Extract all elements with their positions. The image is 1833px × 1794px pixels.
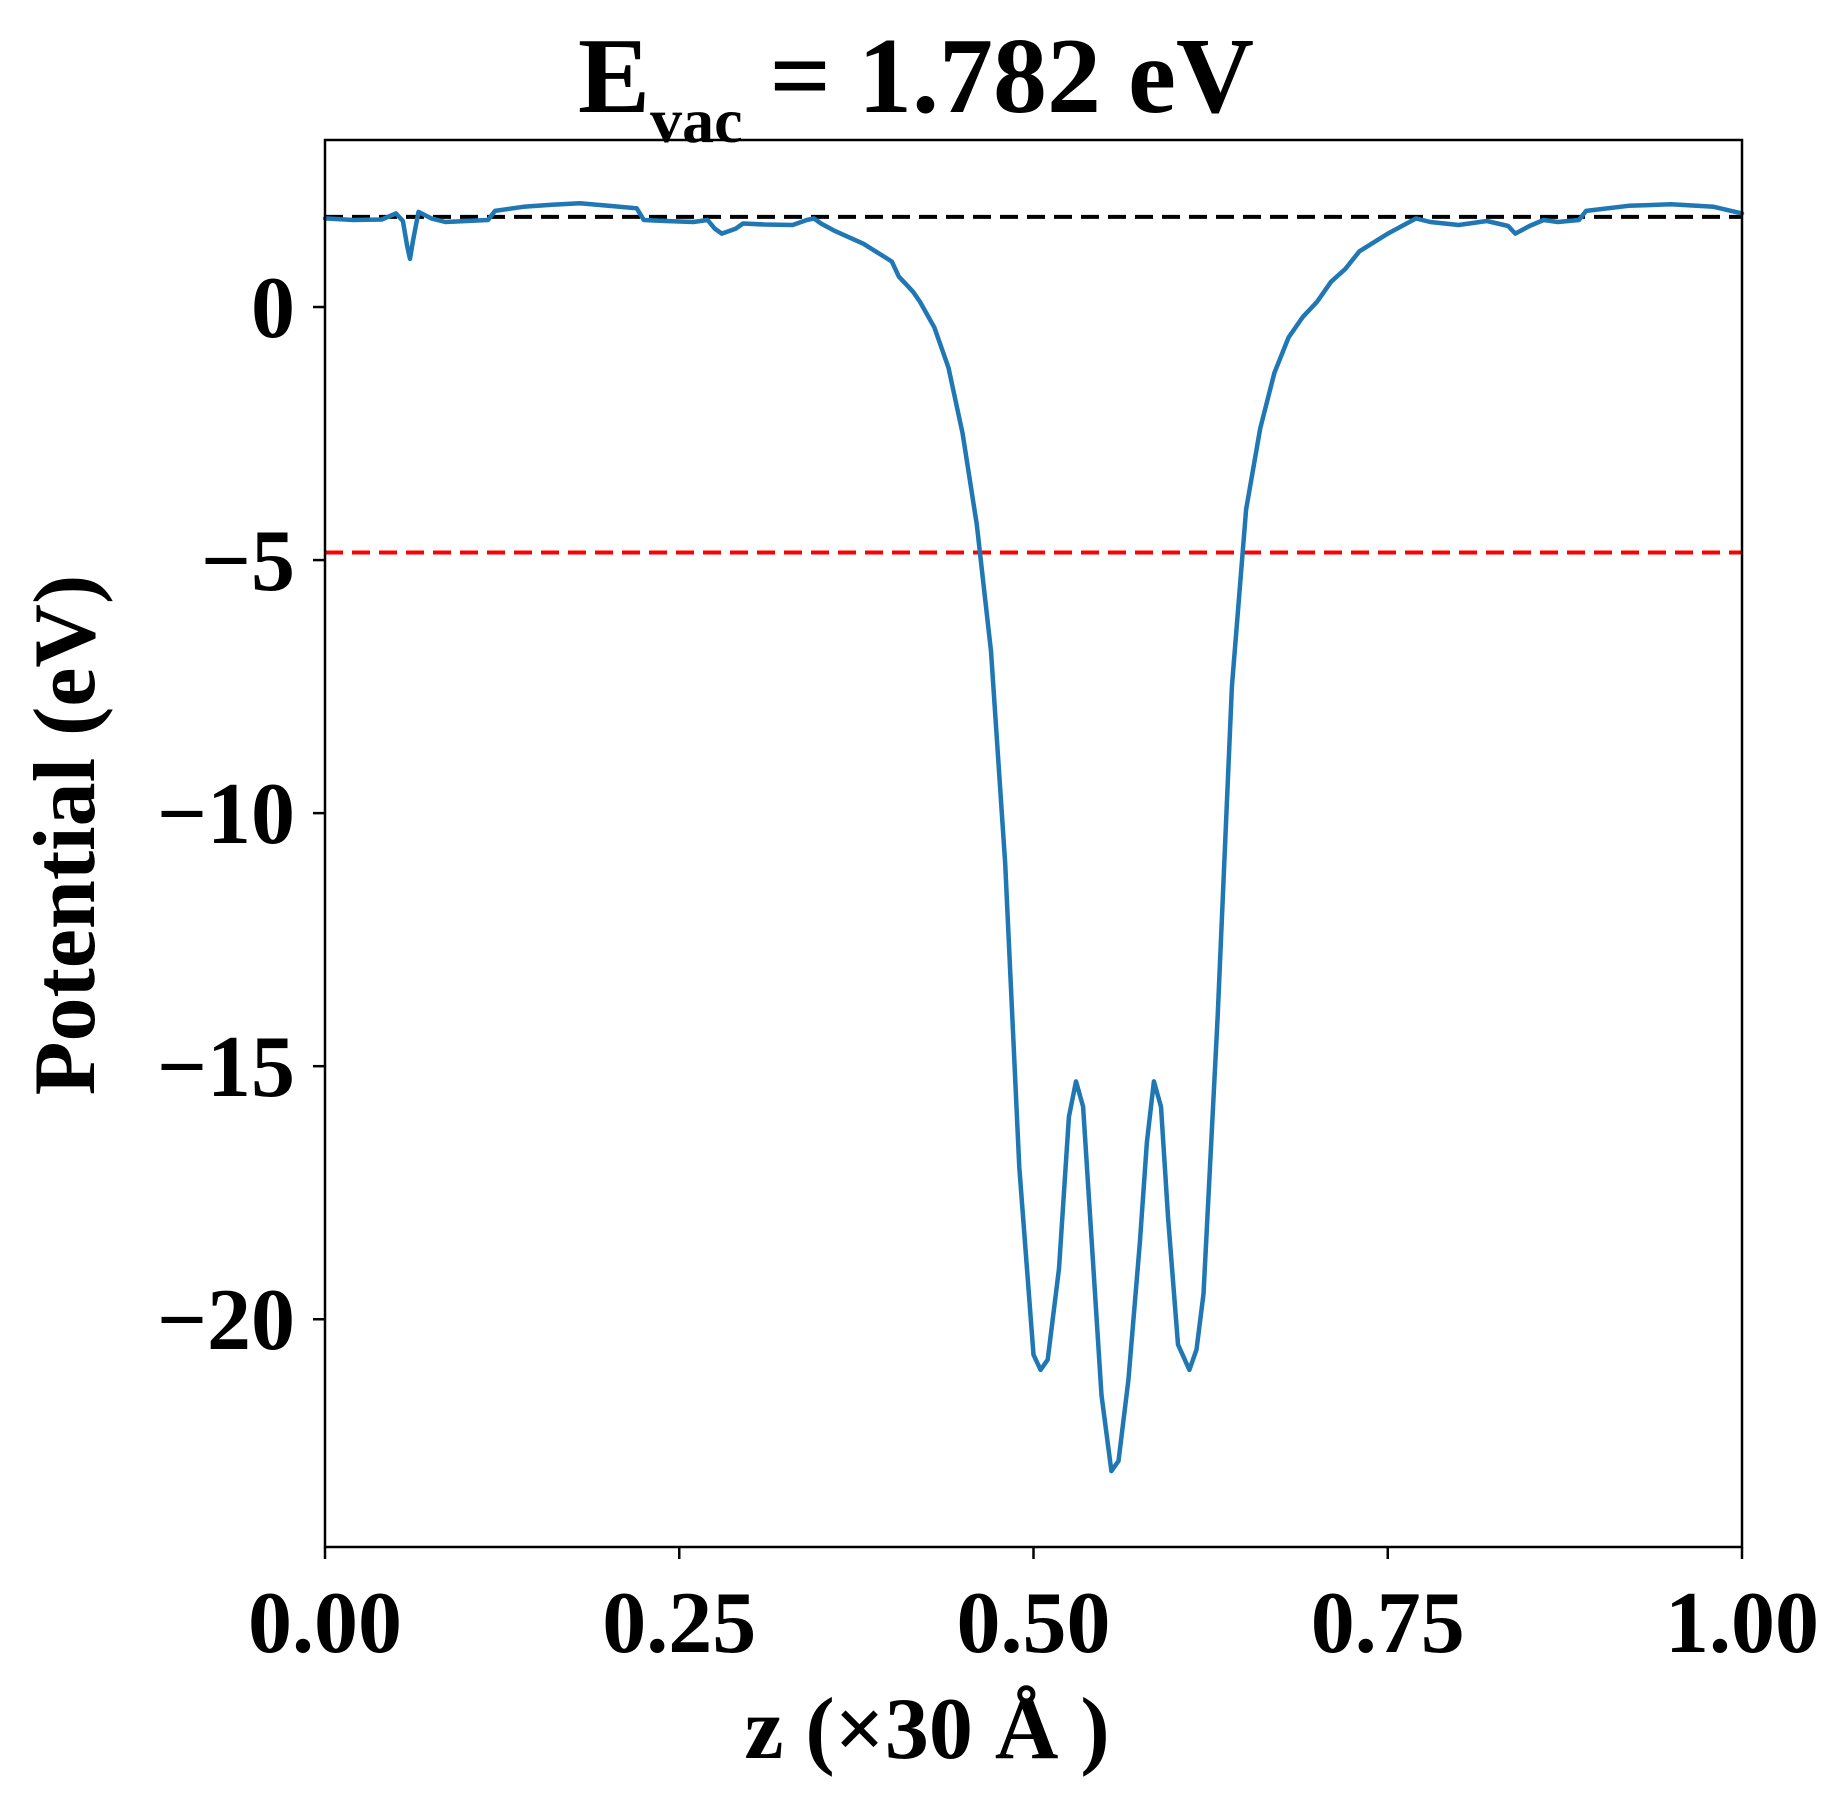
x-tick-label: 0.75 (1311, 1575, 1465, 1672)
x-tick-label: 1.00 (1665, 1575, 1819, 1672)
plot-area: 0.00 0.25 0.50 0.75 1.00 0 −5 −10 −15 −20 (157, 138, 1819, 1672)
y-tick-label: 0 (251, 260, 295, 357)
y-tick-label: −5 (201, 513, 295, 610)
chart-title-subscript: vac (650, 85, 742, 156)
x-tick-label: 0.50 (957, 1575, 1111, 1672)
y-tick-label: −15 (157, 1019, 295, 1116)
chart-title: Evac = 1.782 eV (578, 17, 1254, 156)
chart-title-prefix: E (578, 17, 650, 136)
x-axis-label: z (×30 Å ) (744, 1681, 1109, 1778)
series-line-0 (322, 201, 1745, 1474)
y-axis-label: Potential (eV) (17, 575, 114, 1095)
x-tick-label: 0.25 (602, 1575, 756, 1672)
x-tick-label: 0.00 (248, 1575, 402, 1672)
y-tick-label: −10 (157, 766, 295, 863)
y-tick-label: −20 (157, 1272, 295, 1369)
chart-title-suffix: = 1.782 eV (742, 17, 1253, 136)
